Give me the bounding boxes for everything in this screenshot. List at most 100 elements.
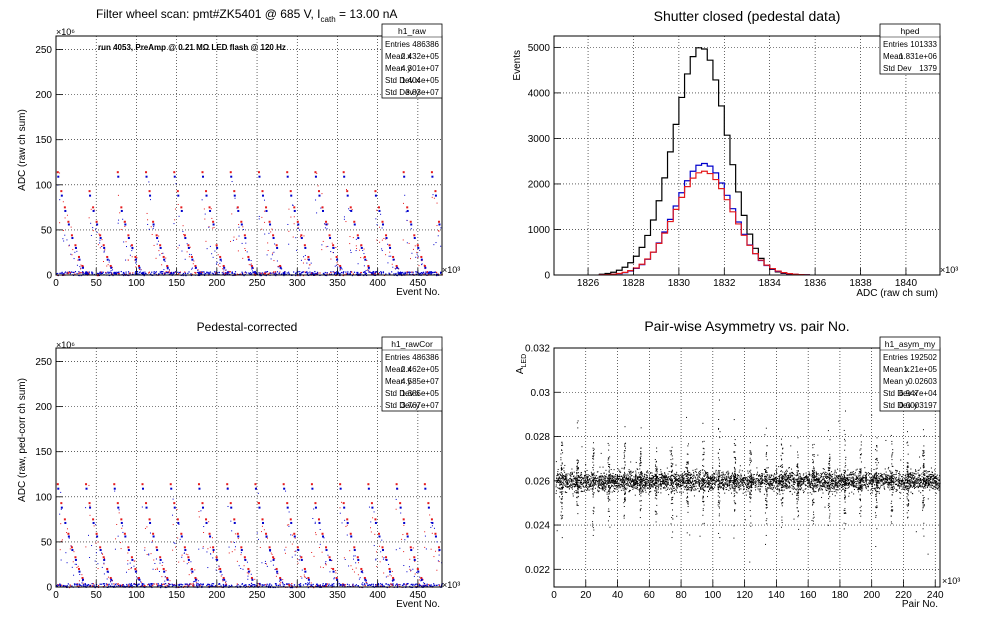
asym-dot (579, 481, 581, 483)
baseline-dot (123, 585, 125, 587)
scatter-dot (274, 243, 276, 245)
data-mark (272, 556, 275, 559)
baseline-dot (144, 271, 146, 273)
asym-dot (889, 477, 891, 479)
data-mark (99, 237, 102, 240)
baseline-dot (85, 273, 87, 275)
scatter-dot (399, 547, 401, 549)
data-mark (395, 264, 398, 267)
asym-dot (884, 482, 886, 484)
asym-dot (908, 487, 910, 489)
baseline-dot (331, 583, 333, 585)
data-mark (71, 237, 74, 240)
asym-dot (900, 480, 902, 482)
scatter-dot (152, 568, 154, 570)
x-tick-label: 1834 (759, 278, 782, 289)
scatter-dot (258, 215, 260, 217)
scatter-dot (189, 253, 191, 255)
asym-dot (847, 477, 849, 479)
data-mark (286, 175, 289, 178)
scatter-dot (264, 562, 266, 564)
asym-dot (685, 482, 687, 484)
asym-dot (736, 492, 738, 494)
baseline-dot (380, 273, 382, 275)
asym-dot (909, 486, 911, 488)
asym-dot (831, 475, 833, 477)
asym-dot (684, 488, 686, 490)
data-mark (96, 223, 99, 226)
data-mark (57, 175, 60, 178)
asym-dot (711, 488, 713, 490)
asym-dot (571, 471, 573, 473)
scatter-dot (368, 506, 370, 508)
scatter-dot (303, 576, 305, 578)
panel-cor-xexp: ×10³ (442, 580, 460, 590)
asym-dot (874, 477, 876, 479)
scatter-dot (280, 581, 282, 583)
baseline-dot (333, 583, 335, 585)
asym-dot (642, 479, 644, 481)
asym-dot (730, 476, 732, 478)
baseline-dot (78, 274, 80, 277)
asym-dot (693, 471, 695, 473)
asym-dot (701, 485, 703, 487)
asym-dot (726, 476, 728, 478)
baseline-dot (410, 271, 412, 273)
asym-dot (659, 483, 661, 485)
scatter-dot (281, 268, 283, 270)
scatter-dot (276, 260, 278, 262)
baseline-dot (381, 583, 384, 585)
asym-dot (879, 488, 881, 490)
asym-dot (693, 475, 695, 477)
scatter-dot (96, 231, 98, 233)
asym-dot (779, 477, 781, 479)
scatter-dot (436, 569, 438, 571)
baseline-dot (66, 272, 68, 274)
baseline-dot (91, 273, 93, 275)
scatter-dot (99, 242, 101, 244)
baseline-dot (397, 585, 399, 587)
data-mark (243, 556, 246, 559)
baseline-dot (82, 271, 84, 273)
asym-dot (882, 479, 884, 481)
baseline-dot (302, 271, 304, 273)
asym-dot (738, 481, 740, 483)
baseline-dot (368, 584, 370, 586)
data-mark (56, 171, 59, 174)
x-tick-label: 350 (329, 278, 346, 289)
scatter-dot (383, 237, 385, 239)
scatter-dot (431, 532, 433, 534)
scatter-dot (261, 562, 263, 564)
baseline-dot (100, 273, 102, 275)
baseline-dot (230, 584, 233, 586)
baseline-dot (392, 583, 394, 585)
asym-dot (814, 476, 816, 478)
baseline-dot (152, 584, 154, 587)
x-tick-label: 0 (53, 590, 59, 601)
asym-dot (625, 487, 627, 489)
asym-dot (600, 473, 602, 475)
asym-dot (740, 488, 742, 490)
panel-raw-xlabel: Event No. (396, 287, 440, 298)
baseline-dot (97, 584, 100, 587)
scatter-dot (68, 537, 70, 539)
baseline-dot (131, 273, 134, 275)
asym-dot (748, 483, 750, 485)
asym-dot (583, 482, 585, 484)
asym-dot (930, 473, 932, 475)
scatter-dot (238, 224, 240, 226)
data-mark (208, 532, 211, 535)
x-tick-label: 1830 (668, 278, 691, 289)
asym-dot (682, 491, 684, 493)
asym-dot (872, 490, 874, 492)
baseline-dot (225, 272, 227, 274)
asym-dot (742, 481, 744, 483)
asym-dot (598, 487, 600, 489)
panel-ped: Shutter closed (pedestal data) ×10³ ADC … (512, 8, 958, 299)
asym-dot (590, 475, 592, 477)
data-mark (152, 223, 155, 226)
x-tick-label: 1840 (895, 278, 918, 289)
asym-dot (681, 477, 683, 479)
data-mark (240, 220, 243, 223)
scatter-dot (376, 551, 378, 553)
